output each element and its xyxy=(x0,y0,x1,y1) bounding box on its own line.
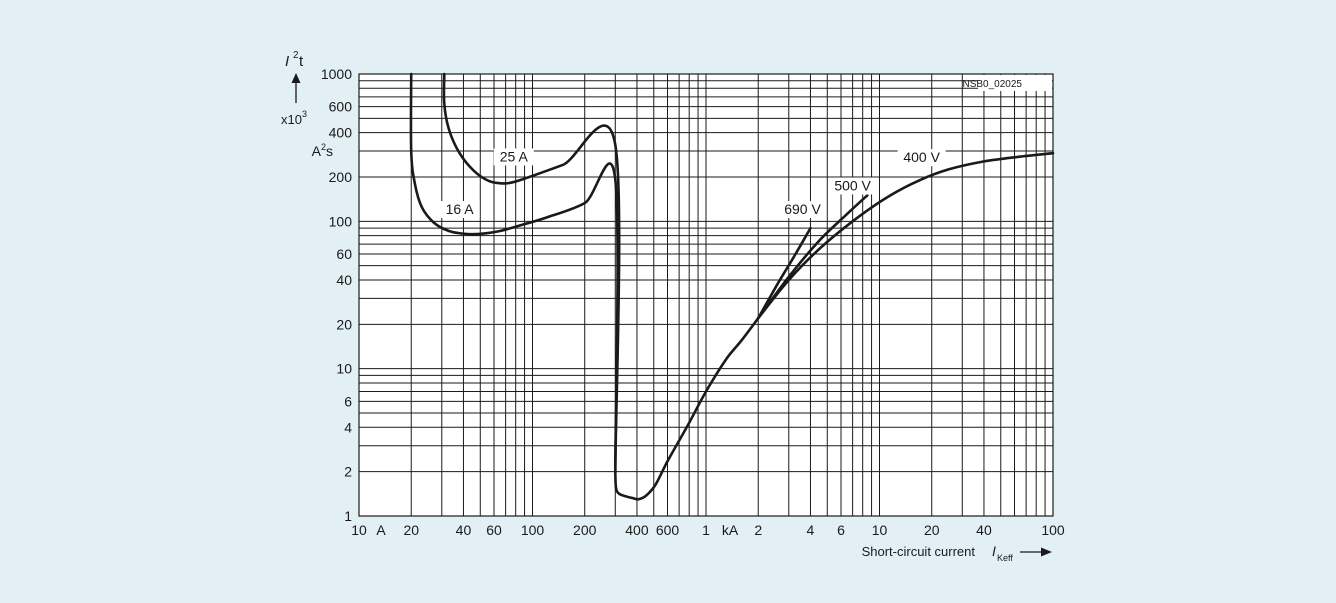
x-axis-symbol-sub: Keff xyxy=(997,553,1013,563)
y-axis-symbol: I xyxy=(285,53,289,70)
x-tick-label: 10 xyxy=(872,522,888,538)
y-tick-label: 20 xyxy=(336,316,352,332)
x-tick-label: 600 xyxy=(656,522,680,538)
up-arrow-icon xyxy=(291,73,301,83)
y-tick-label: 10 xyxy=(336,361,352,377)
horizontal-grid xyxy=(359,80,1053,473)
series-label-bg xyxy=(828,177,877,195)
x-tick-label: 1 xyxy=(702,522,710,538)
x-tick-label: 100 xyxy=(1041,522,1065,538)
x-tick-label: 20 xyxy=(924,522,940,538)
y-axis-unit: A2s xyxy=(312,142,333,159)
series-label-25-a: 25 A xyxy=(500,148,529,164)
series-label-bg xyxy=(439,201,480,219)
y-tick-labels: 1000 600 400 200 100 60 40 20 10 6 4 2 1 xyxy=(321,66,352,524)
x-tick-label: 20 xyxy=(403,522,419,538)
figure-code: NSB0_02025 xyxy=(963,79,1023,90)
x-axis-label: Short-circuit current xyxy=(862,544,976,559)
series-line-common xyxy=(614,316,760,501)
x-tick-label: 10 xyxy=(351,522,367,538)
y-tick-label: 200 xyxy=(329,169,353,185)
x-tick-labels: 10 20 40 60 100 200 400 600 1 2 4 6 10 20 40 100 xyxy=(351,522,1065,538)
y-tick-label: 100 xyxy=(329,213,353,229)
y-tick-label: 6 xyxy=(344,393,352,409)
right-arrow-icon xyxy=(1041,547,1052,557)
series-group: 16 A 25 A 690 V 500 V 400 V xyxy=(409,72,1055,501)
x-tick-label: 40 xyxy=(456,522,472,538)
y-tick-label: 1000 xyxy=(321,66,352,82)
y-axis-symbol-suffix: t xyxy=(299,53,304,70)
y-axis-multiplier-exp: 3 xyxy=(302,109,307,119)
x-axis-symbol: I xyxy=(992,543,996,559)
x-tick-label: 200 xyxy=(573,522,597,538)
series-label-bg xyxy=(778,201,827,219)
series-label-bg xyxy=(493,148,534,166)
x-tick-label: 60 xyxy=(486,522,502,538)
y-tick-label: 600 xyxy=(329,99,353,115)
x-tick-label: 6 xyxy=(837,522,845,538)
series-line-690-v xyxy=(756,226,812,320)
series-line-25-a xyxy=(442,72,621,473)
y-axis-multiplier: x10 xyxy=(281,112,302,127)
y-tick-label: 400 xyxy=(329,125,353,141)
y-tick-label: 2 xyxy=(344,464,352,480)
series-label-16-a: 16 A xyxy=(446,201,475,217)
x-tick-label: 40 xyxy=(976,522,992,538)
y-tick-label: 1 xyxy=(344,508,352,524)
y-tick-label: 40 xyxy=(336,272,352,288)
x-tick-label: 2 xyxy=(754,522,762,538)
series-line-16-a xyxy=(409,72,619,473)
x-unit-label-a: A xyxy=(376,522,386,538)
y-tick-label: 60 xyxy=(336,246,352,262)
series-line-400-v xyxy=(756,151,1055,320)
x-tick-label: 400 xyxy=(625,522,649,538)
y-tick-label: 4 xyxy=(344,419,352,435)
series-label-bg xyxy=(897,149,946,167)
figure-code-box xyxy=(978,75,1052,91)
series-label-690-v: 690 V xyxy=(784,201,821,217)
x-unit-label-ka: kA xyxy=(722,522,739,538)
plot-border xyxy=(358,73,1054,517)
y-axis-symbol-sup: 2 xyxy=(293,50,299,61)
series-label-500-v: 500 V xyxy=(834,177,871,193)
x-tick-label: 4 xyxy=(807,522,815,538)
series-label-400-v: 400 V xyxy=(903,149,940,165)
x-tick-label: 100 xyxy=(521,522,545,538)
